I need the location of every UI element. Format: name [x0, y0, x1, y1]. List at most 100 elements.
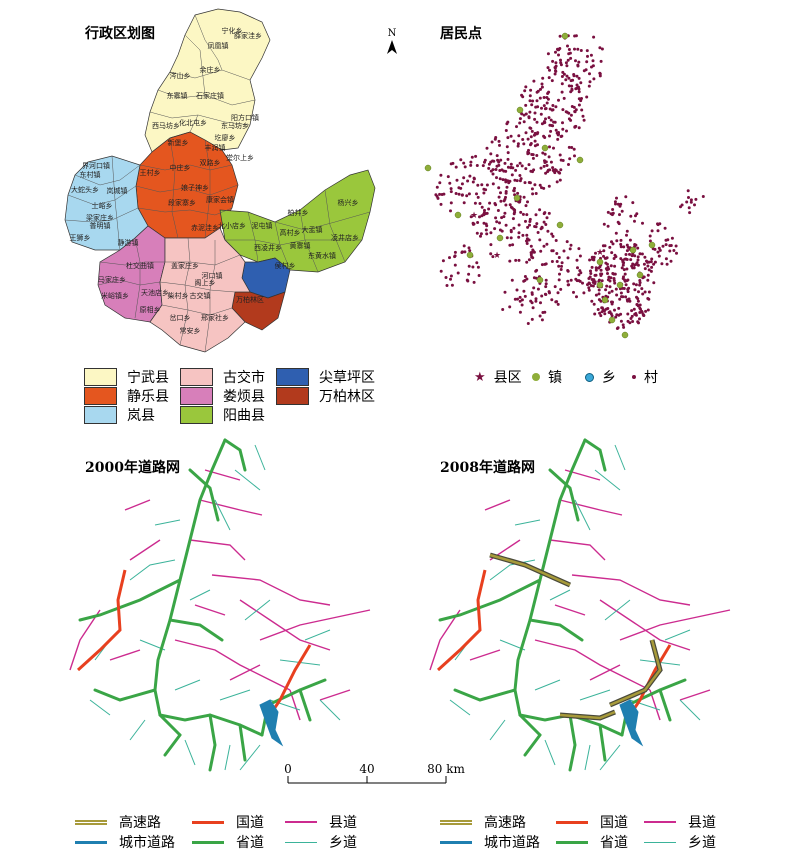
village-dot — [504, 190, 508, 193]
place-label: 邢家社乡 — [201, 313, 229, 322]
place-label: 北小店乡 — [218, 221, 246, 230]
north-arrow: N — [387, 28, 397, 54]
village-dot — [570, 84, 574, 88]
village-dot — [587, 84, 591, 88]
village-dot — [449, 190, 453, 194]
village-dot — [511, 217, 515, 221]
village-dot — [604, 261, 608, 265]
village-dot — [463, 165, 467, 169]
village-dot — [597, 292, 601, 296]
provincial-road — [658, 688, 672, 722]
village-dot — [529, 126, 533, 130]
village-dot — [479, 234, 482, 238]
village-dot — [599, 299, 603, 303]
village-dot — [534, 213, 538, 217]
village-dot — [523, 89, 527, 93]
county-road — [199, 499, 263, 516]
village-dot — [600, 310, 604, 314]
village-dot — [565, 64, 569, 68]
provincial-road — [188, 468, 220, 522]
village-dot — [567, 84, 571, 88]
village-dot — [540, 318, 544, 322]
village-dot — [469, 215, 473, 219]
village-dot — [554, 105, 558, 109]
village-dot — [620, 209, 624, 213]
village-dot — [544, 278, 548, 282]
village-dot — [531, 256, 535, 260]
village-dot — [560, 75, 564, 78]
village-dot — [518, 174, 522, 177]
village-dot — [689, 198, 693, 202]
village-dot — [515, 179, 519, 183]
village-dot — [439, 202, 443, 206]
village-dot — [619, 245, 623, 249]
place-label: 河口镇 — [202, 271, 223, 280]
legend-national-2008: 国道 — [556, 812, 628, 832]
village-dot — [542, 96, 546, 99]
village-dot — [652, 281, 656, 285]
legend-provincial-2008: 省道 — [556, 832, 628, 852]
village-dot — [476, 265, 480, 269]
village-dot — [581, 281, 584, 285]
village-dot — [638, 279, 642, 282]
village-dot — [540, 82, 544, 86]
village-dot — [554, 300, 558, 304]
village-dot — [531, 306, 535, 310]
village-dot — [649, 269, 653, 273]
legend-city-road-2008: 城市道路 — [440, 832, 540, 852]
village-dot — [517, 231, 521, 235]
village-dot — [614, 231, 618, 235]
village-dot — [466, 179, 470, 183]
village-dot — [628, 238, 632, 242]
village-dot — [650, 257, 654, 261]
village-dot — [489, 231, 493, 235]
village-dot — [460, 182, 464, 186]
village-dot — [480, 205, 484, 209]
village-dot — [588, 72, 591, 76]
village-dot — [550, 298, 554, 302]
village-dot — [453, 250, 457, 254]
scale-tick-80: 80 km — [427, 762, 465, 776]
village-dot — [484, 228, 488, 232]
village-dot — [592, 278, 596, 282]
provincial-road — [548, 468, 580, 522]
village-dot — [608, 310, 612, 314]
village-dot — [476, 183, 480, 187]
village-dot — [571, 78, 575, 82]
village-dot — [530, 103, 534, 107]
village-dot — [467, 264, 471, 268]
village-dot — [554, 64, 558, 68]
village-dot — [502, 199, 506, 203]
village-dot — [624, 195, 628, 199]
village-dot — [521, 212, 525, 216]
admin-map-title: 行政区划图 — [85, 26, 155, 42]
village-dot — [531, 192, 535, 196]
village-dot — [543, 262, 547, 266]
village-dot — [509, 165, 513, 169]
village-dot — [645, 259, 648, 263]
village-dot — [613, 264, 617, 268]
village-dot — [505, 185, 509, 189]
village-dot — [555, 131, 559, 135]
village-dot — [483, 212, 487, 216]
place-label: 东黄水镇 — [308, 251, 336, 260]
town-dot — [648, 241, 656, 249]
village-dot — [525, 260, 529, 264]
swatch-jingle — [84, 387, 117, 405]
village-dot — [658, 248, 662, 252]
village-dot — [687, 196, 690, 199]
village-dot — [640, 252, 644, 256]
village-dot — [555, 252, 559, 255]
town-dot — [454, 211, 462, 219]
village-dot — [548, 68, 551, 72]
place-label: 凌井店乡 — [331, 233, 359, 242]
swatch-loufan — [180, 387, 213, 405]
village-dot — [547, 76, 551, 80]
village-dot — [627, 286, 631, 290]
village-dot — [525, 233, 529, 237]
village-dot — [504, 223, 508, 227]
village-dot — [558, 272, 561, 276]
provincial-road — [528, 618, 584, 642]
village-dot — [524, 131, 528, 135]
scale-tick-0: 0 — [284, 762, 292, 776]
